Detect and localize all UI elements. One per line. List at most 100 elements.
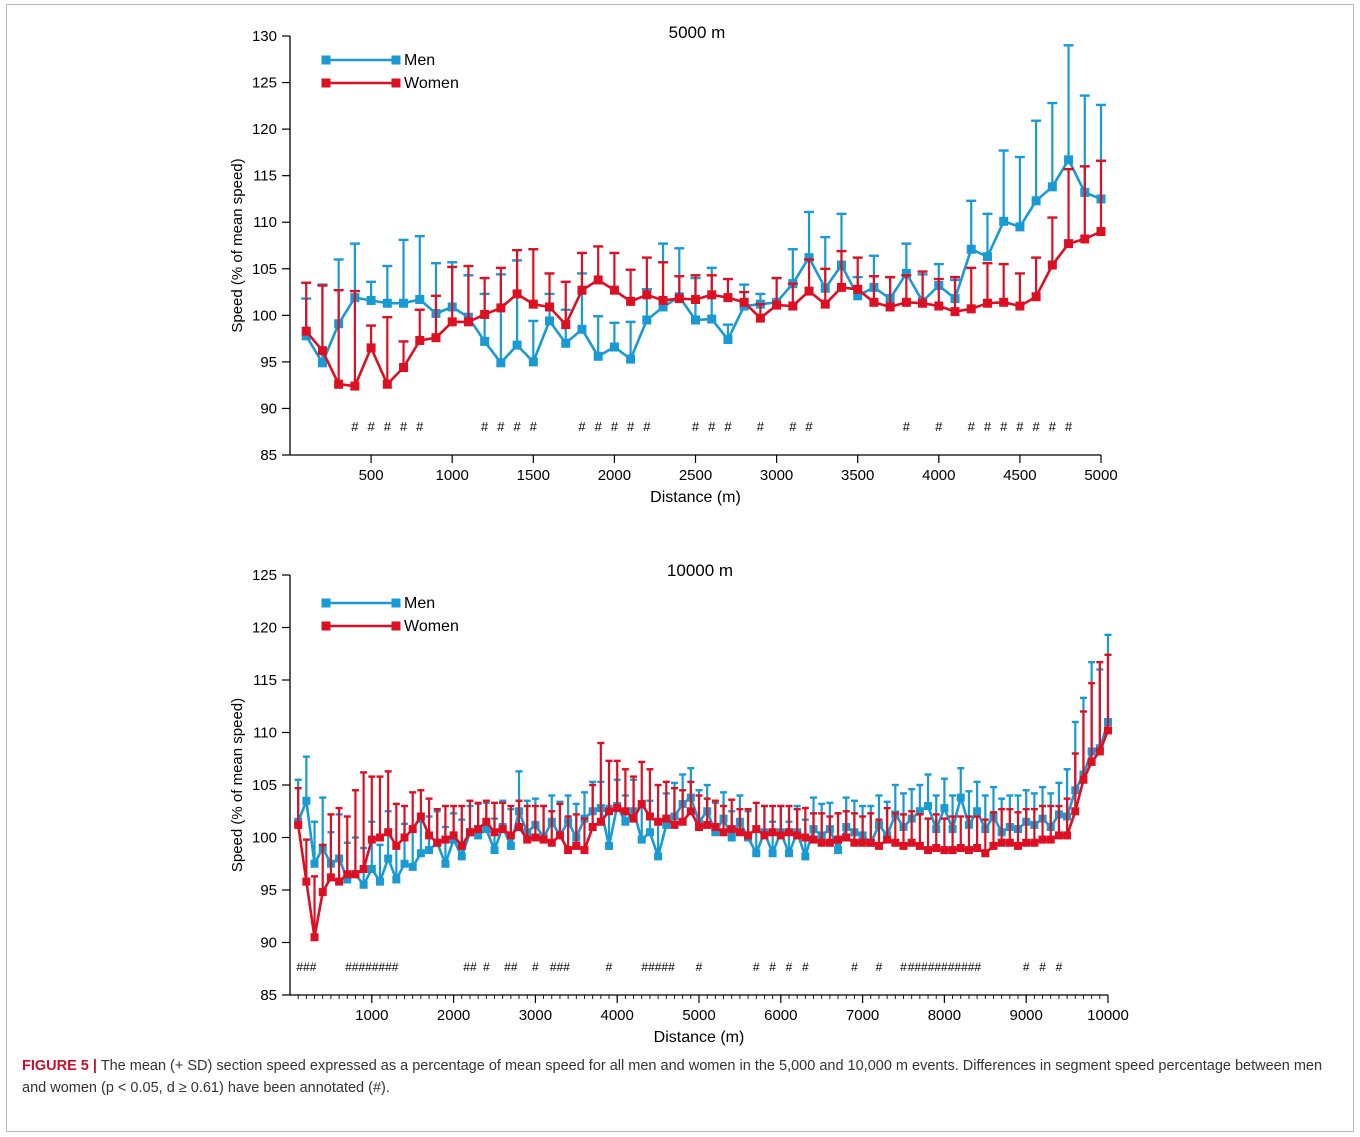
data-point — [301, 326, 311, 336]
data-point — [366, 295, 376, 305]
significance-mark: # — [968, 419, 976, 434]
data-point — [784, 828, 793, 837]
data-point — [609, 285, 619, 295]
significance-mark: # — [708, 419, 716, 434]
legend-marker — [321, 621, 331, 631]
data-point — [415, 295, 425, 305]
data-point — [425, 846, 434, 855]
y-tick-label: 125 — [252, 75, 277, 92]
data-point — [351, 870, 360, 879]
data-point — [515, 823, 524, 831]
data-point — [441, 859, 450, 868]
data-point — [899, 841, 908, 850]
significance-mark: # — [483, 960, 490, 974]
significance-mark: # — [497, 419, 505, 434]
data-point — [999, 216, 1009, 226]
y-tick-label: 105 — [252, 777, 277, 794]
significance-mark: # — [696, 960, 703, 974]
chart-1: 85 90 95 100 105 110 115 120 125 1000 2000 3000 4000… — [229, 561, 1129, 1046]
data-point — [752, 849, 761, 858]
data-point — [768, 828, 777, 837]
significance-mark: # — [984, 419, 992, 434]
significance-mark: # — [595, 419, 603, 434]
data-point — [834, 846, 843, 855]
data-point — [654, 817, 663, 826]
legend-label: Women — [404, 618, 459, 635]
data-point — [366, 343, 376, 353]
data-point — [883, 835, 892, 844]
data-point — [956, 844, 965, 852]
data-point — [1054, 831, 1063, 840]
data-point — [776, 831, 785, 840]
data-point — [474, 825, 483, 834]
significance-mark: # — [530, 419, 538, 434]
data-point — [465, 828, 474, 837]
legend-marker — [321, 78, 331, 88]
data-point — [545, 302, 555, 312]
data-point — [528, 357, 538, 367]
data-point — [343, 875, 352, 884]
series-women — [301, 159, 1106, 391]
data-point — [572, 841, 581, 850]
y-tick-label: 110 — [253, 214, 277, 231]
significance-mark: # — [1000, 419, 1008, 434]
data-point — [645, 812, 654, 821]
data-point — [547, 838, 556, 847]
data-point — [1079, 775, 1088, 784]
data-point — [416, 849, 425, 858]
significance-mark: # — [532, 960, 539, 974]
data-point — [801, 852, 810, 861]
data-point — [457, 841, 466, 850]
significance-mark: # — [578, 419, 586, 434]
data-point — [425, 831, 434, 840]
data-point — [375, 833, 384, 842]
data-point — [457, 852, 466, 861]
data-point — [1038, 835, 1047, 844]
data-point — [637, 835, 646, 844]
data-point — [367, 835, 376, 844]
significance-mark: # — [903, 419, 911, 434]
data-point — [918, 298, 928, 308]
data-point — [853, 284, 863, 294]
data-point — [400, 859, 409, 868]
data-point — [626, 354, 636, 364]
data-point — [901, 297, 911, 307]
x-tick-label: 4000 — [922, 467, 955, 484]
data-point — [506, 841, 515, 850]
data-point — [433, 838, 442, 847]
significance-mark: # — [805, 419, 813, 434]
significance-mark: # — [481, 419, 489, 434]
legend-label: Men — [404, 52, 435, 69]
data-point — [719, 828, 728, 837]
data-point — [302, 877, 311, 886]
y-tick-label: 115 — [253, 168, 277, 185]
significance-mark: ## — [504, 960, 518, 974]
data-point — [1071, 807, 1080, 816]
data-point — [703, 820, 712, 829]
significance-mark: # — [851, 960, 858, 974]
x-tick-label: 1000 — [436, 467, 469, 484]
data-point — [915, 841, 924, 850]
data-point — [982, 298, 992, 308]
data-point — [545, 316, 555, 326]
x-tick-label: 1000 — [355, 1007, 388, 1024]
data-point — [1087, 757, 1096, 766]
data-point — [817, 838, 826, 847]
legend-marker — [391, 621, 401, 631]
significance-mark: # — [400, 419, 408, 434]
caption-text: The mean (+ SD) section speed expressed … — [22, 1058, 1323, 1096]
data-point — [850, 838, 859, 847]
data-point — [498, 825, 507, 834]
significance-mark: # — [416, 419, 424, 434]
data-point — [820, 299, 830, 309]
data-point — [989, 841, 998, 850]
data-point — [934, 301, 944, 311]
significance-mark: # — [786, 960, 793, 974]
data-point — [317, 346, 327, 356]
significance-mark: # — [1065, 419, 1073, 434]
data-point — [415, 335, 425, 345]
data-point — [523, 835, 532, 844]
data-point — [788, 301, 798, 311]
significance-mark: # — [606, 960, 613, 974]
y-tick-label: 90 — [260, 935, 277, 952]
